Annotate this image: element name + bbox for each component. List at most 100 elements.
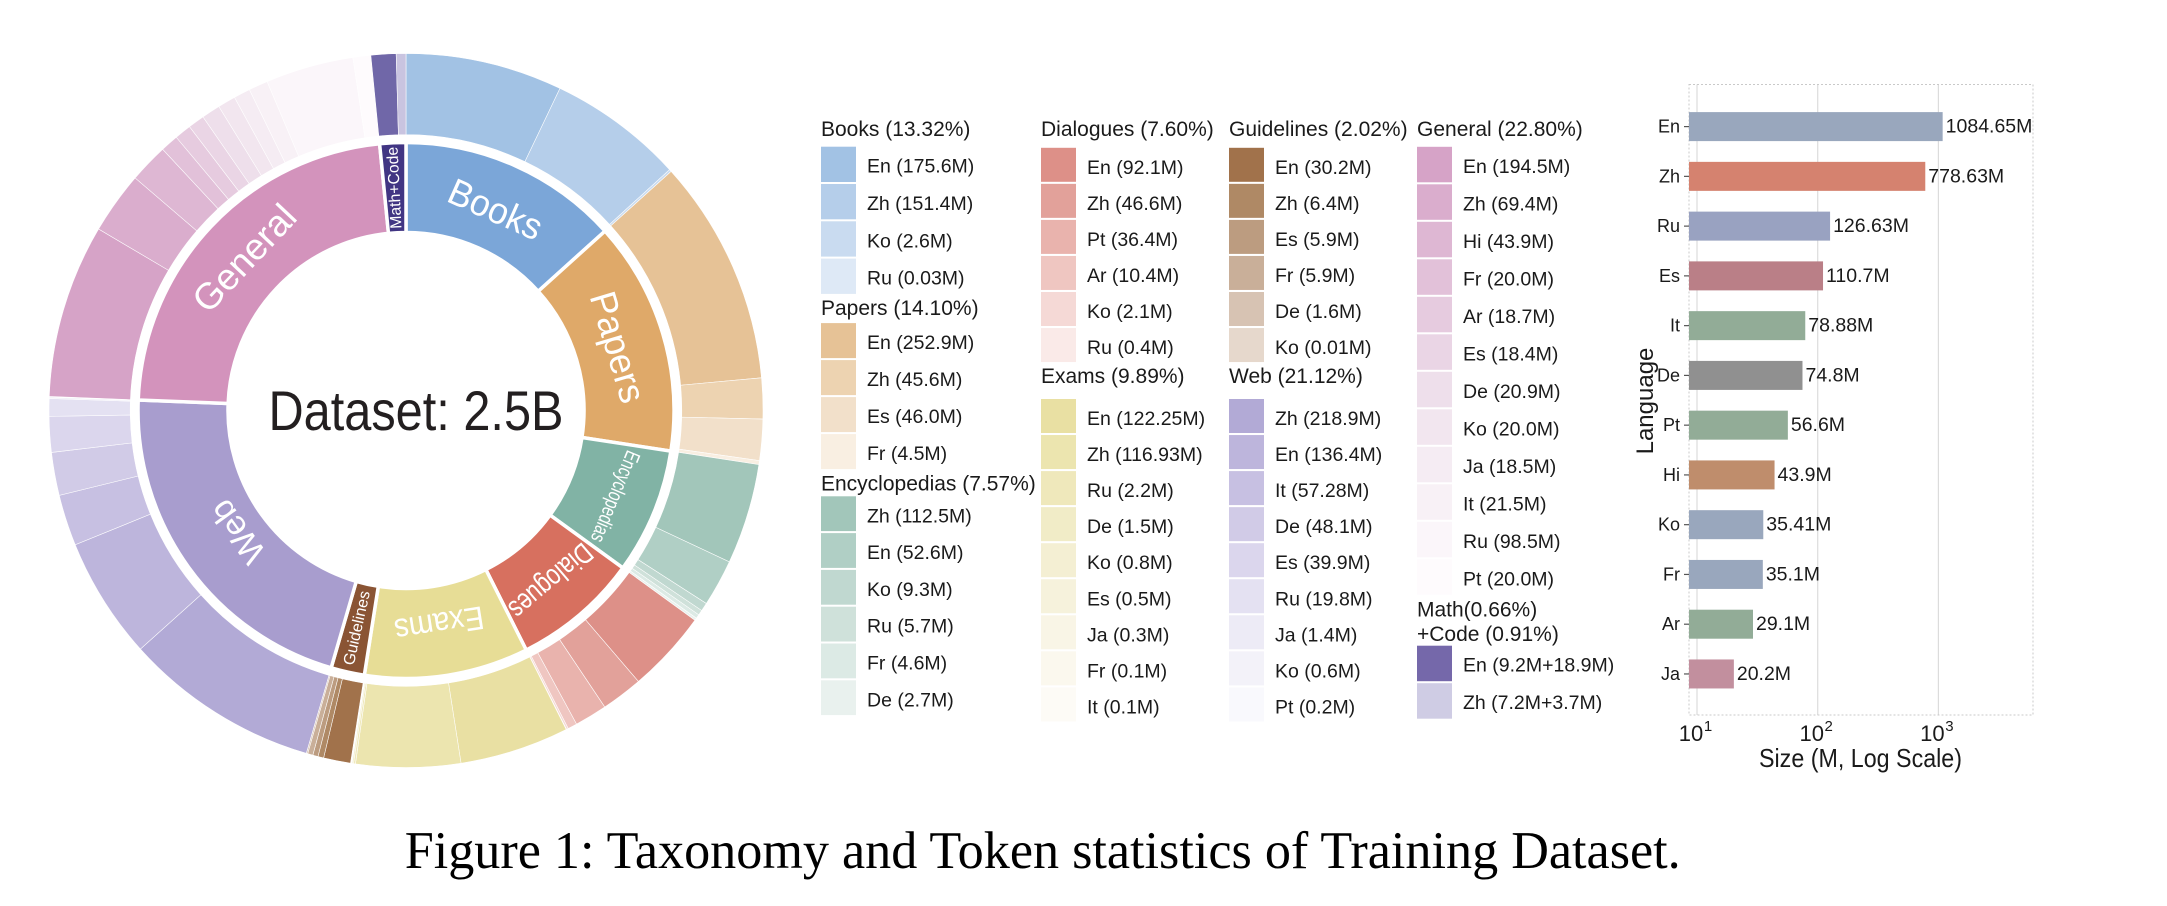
svg-text:3: 3	[1945, 718, 1953, 735]
svg-text:Zh (218.9M): Zh (218.9M)	[1275, 408, 1381, 430]
svg-text:Ko: Ko	[1658, 515, 1680, 535]
svg-text:Ko (0.6M): Ko (0.6M)	[1275, 660, 1361, 682]
svg-text:Pt (0.2M): Pt (0.2M)	[1275, 696, 1355, 718]
svg-text:Zh (116.93M): Zh (116.93M)	[1087, 444, 1203, 466]
svg-text:Ru (19.8M): Ru (19.8M)	[1275, 588, 1373, 610]
svg-text:Ko (2.6M): Ko (2.6M)	[867, 230, 953, 252]
svg-text:56.6M: 56.6M	[1791, 414, 1845, 436]
svg-text:20.2M: 20.2M	[1737, 663, 1791, 685]
svg-text:En (252.9M): En (252.9M)	[867, 332, 974, 354]
svg-text:Ar: Ar	[1662, 614, 1680, 634]
svg-text:126.63M: 126.63M	[1833, 215, 1909, 237]
svg-text:Dialogues (7.60%): Dialogues (7.60%)	[1041, 118, 1214, 141]
svg-text:Exams (9.89%): Exams (9.89%)	[1041, 365, 1185, 388]
svg-text:Books (13.32%): Books (13.32%)	[821, 118, 970, 141]
svg-text:En (30.2M): En (30.2M)	[1275, 157, 1371, 179]
svg-text:Ja (18.5M): Ja (18.5M)	[1463, 456, 1556, 478]
svg-text:Es (5.9M): Es (5.9M)	[1275, 229, 1360, 251]
svg-text:Fr (4.6M): Fr (4.6M)	[867, 653, 947, 675]
svg-text:En: En	[1658, 117, 1680, 137]
svg-text:74.8M: 74.8M	[1805, 364, 1859, 386]
svg-text:Es: Es	[1659, 266, 1680, 286]
svg-text:Es (39.9M): Es (39.9M)	[1275, 552, 1370, 574]
svg-text:En (92.1M): En (92.1M)	[1087, 157, 1183, 179]
svg-text:Fr (5.9M): Fr (5.9M)	[1275, 265, 1355, 287]
svg-text:Ru (98.5M): Ru (98.5M)	[1463, 531, 1561, 553]
svg-text:De (48.1M): De (48.1M)	[1275, 516, 1373, 538]
svg-text:Ru: Ru	[1657, 216, 1680, 236]
svg-text:1084.65M: 1084.65M	[1946, 116, 2033, 138]
svg-text:Fr (4.5M): Fr (4.5M)	[867, 443, 947, 465]
svg-text:10: 10	[1679, 721, 1703, 746]
svg-text:Zh (7.2M+3.7M): Zh (7.2M+3.7M)	[1463, 692, 1602, 714]
svg-text:Zh (69.4M): Zh (69.4M)	[1463, 193, 1558, 215]
svg-text:De: De	[1657, 365, 1680, 385]
svg-text:Pt: Pt	[1663, 415, 1680, 435]
svg-text:It (21.5M): It (21.5M)	[1463, 493, 1546, 515]
svg-text:Dataset: 2.5B: Dataset: 2.5B	[269, 380, 564, 442]
svg-text:10: 10	[1920, 721, 1944, 746]
svg-text:Ja: Ja	[1661, 664, 1681, 684]
svg-text:De (1.5M): De (1.5M)	[1087, 516, 1174, 538]
svg-text:Ko (20.0M): Ko (20.0M)	[1463, 418, 1559, 440]
svg-text:Encyclopedias (7.57%): Encyclopedias (7.57%)	[821, 473, 1036, 496]
svg-text:En (194.5M): En (194.5M)	[1463, 156, 1570, 178]
svg-text:General (22.80%): General (22.80%)	[1417, 118, 1583, 141]
svg-text:110.7M: 110.7M	[1826, 265, 1890, 287]
svg-text:De (20.9M): De (20.9M)	[1463, 381, 1561, 403]
svg-text:Fr (20.0M): Fr (20.0M)	[1463, 268, 1554, 290]
svg-text:En (175.6M): En (175.6M)	[867, 156, 974, 178]
svg-text:Ru (5.7M): Ru (5.7M)	[867, 616, 954, 638]
svg-text:Ja (0.3M): Ja (0.3M)	[1087, 624, 1169, 646]
svg-text:Language: Language	[1632, 348, 1659, 455]
svg-text:Math+Code: Math+Code	[384, 146, 405, 229]
svg-text:Zh (46.6M): Zh (46.6M)	[1087, 193, 1182, 215]
svg-text:Zh (151.4M): Zh (151.4M)	[867, 193, 973, 215]
svg-text:Ko (9.3M): Ko (9.3M)	[867, 579, 953, 601]
svg-text:Ar (18.7M): Ar (18.7M)	[1463, 306, 1555, 328]
svg-text:Pt (20.0M): Pt (20.0M)	[1463, 568, 1554, 590]
svg-text:Ru (0.03M): Ru (0.03M)	[867, 268, 965, 290]
svg-text:Hi: Hi	[1663, 465, 1680, 485]
svg-text:778.63M: 778.63M	[1928, 165, 2004, 187]
svg-text:10: 10	[1799, 721, 1823, 746]
svg-text:Ru (0.4M): Ru (0.4M)	[1087, 337, 1174, 359]
svg-text:Ar (10.4M): Ar (10.4M)	[1087, 265, 1179, 287]
svg-text:78.88M: 78.88M	[1808, 315, 1873, 337]
svg-text:Papers (14.10%): Papers (14.10%)	[821, 297, 979, 320]
svg-text:Es (46.0M): Es (46.0M)	[867, 406, 962, 428]
svg-text:Hi (43.9M): Hi (43.9M)	[1463, 231, 1554, 253]
svg-text:De (2.7M): De (2.7M)	[867, 689, 954, 711]
svg-text:Zh (112.5M): Zh (112.5M)	[867, 505, 972, 527]
svg-text:1: 1	[1704, 718, 1712, 735]
svg-text:Ja (1.4M): Ja (1.4M)	[1275, 624, 1357, 646]
svg-text:35.1M: 35.1M	[1766, 563, 1820, 585]
svg-text:Guidelines (2.02%): Guidelines (2.02%)	[1229, 118, 1408, 141]
svg-text:2: 2	[1825, 718, 1833, 735]
svg-text:It: It	[1670, 316, 1680, 336]
svg-text:Math(0.66%): Math(0.66%)	[1417, 598, 1537, 621]
svg-text:Zh (6.4M): Zh (6.4M)	[1275, 193, 1360, 215]
svg-text:Zh (45.6M): Zh (45.6M)	[867, 369, 962, 391]
svg-text:Es (18.4M): Es (18.4M)	[1463, 343, 1558, 365]
svg-text:35.41M: 35.41M	[1766, 514, 1831, 536]
svg-text:Fr: Fr	[1663, 564, 1680, 584]
svg-text:En (52.6M): En (52.6M)	[867, 542, 963, 564]
svg-text:It (0.1M): It (0.1M)	[1087, 696, 1160, 718]
svg-text:+Code (0.91%): +Code (0.91%)	[1417, 623, 1559, 646]
svg-text:Figure 1: Taxonomy and Token s: Figure 1: Taxonomy and Token statistics …	[405, 822, 1681, 880]
svg-text:Ko (2.1M): Ko (2.1M)	[1087, 301, 1173, 323]
svg-text:Pt (36.4M): Pt (36.4M)	[1087, 229, 1178, 251]
svg-text:Ko (0.01M): Ko (0.01M)	[1275, 337, 1371, 359]
svg-text:En (122.25M): En (122.25M)	[1087, 408, 1205, 430]
svg-text:Ru (2.2M): Ru (2.2M)	[1087, 480, 1174, 502]
svg-text:Zh: Zh	[1659, 166, 1680, 186]
svg-text:43.9M: 43.9M	[1778, 464, 1832, 486]
svg-text:Es (0.5M): Es (0.5M)	[1087, 588, 1172, 610]
svg-text:En (136.4M): En (136.4M)	[1275, 444, 1382, 466]
svg-text:De (1.6M): De (1.6M)	[1275, 301, 1362, 323]
svg-text:Size (M, Log Scale): Size (M, Log Scale)	[1759, 743, 1962, 773]
svg-text:Ko (0.8M): Ko (0.8M)	[1087, 552, 1173, 574]
svg-text:Web (21.12%): Web (21.12%)	[1229, 365, 1363, 388]
svg-text:En (9.2M+18.9M): En (9.2M+18.9M)	[1463, 655, 1614, 677]
